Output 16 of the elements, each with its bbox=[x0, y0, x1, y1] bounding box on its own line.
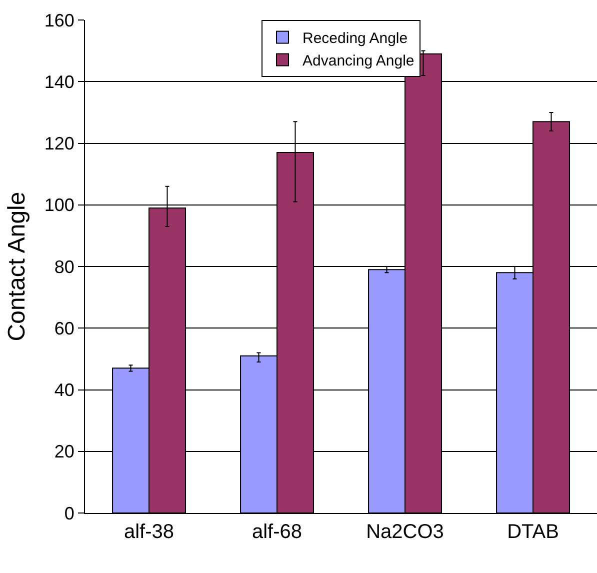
y-tick-label: 40 bbox=[54, 380, 74, 400]
y-tick-label: 140 bbox=[44, 72, 74, 92]
y-tick-label: 60 bbox=[54, 318, 74, 338]
legend-label: Receding Angle bbox=[302, 30, 408, 48]
y-tick-label: 100 bbox=[44, 195, 74, 216]
x-tick-label: alf-68 bbox=[252, 521, 302, 543]
legend-label: Advancing Angle bbox=[302, 52, 414, 70]
x-tick-label: alf-38 bbox=[124, 521, 174, 543]
y-tick-label: 160 bbox=[44, 10, 74, 30]
x-tick-label: Na2CO3 bbox=[366, 521, 444, 543]
y-tick-label: 20 bbox=[54, 442, 74, 462]
y-axis-title: Contact Angle bbox=[3, 192, 30, 342]
y-tick-label: 0 bbox=[64, 503, 74, 524]
y-tick-label: 120 bbox=[44, 134, 74, 154]
x-tick-label: DTAB bbox=[507, 521, 559, 543]
y-tick-label: 80 bbox=[54, 256, 74, 277]
